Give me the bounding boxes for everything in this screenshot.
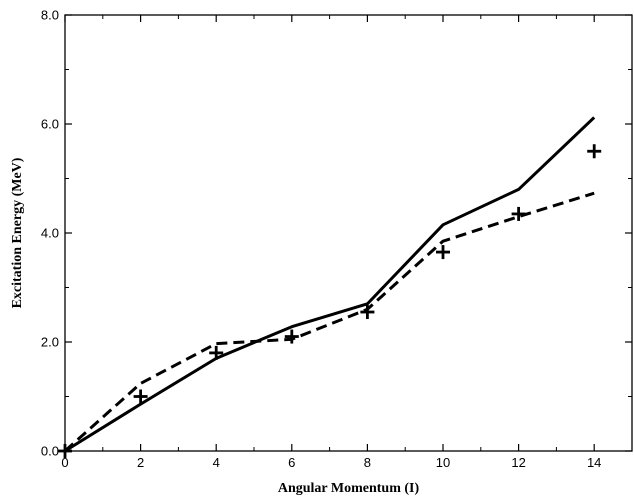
data-point-marker xyxy=(511,206,526,221)
x-axis-title: Angular Momentum (I) xyxy=(278,481,420,496)
series-plus-markers xyxy=(58,144,602,458)
data-point-marker xyxy=(133,389,148,404)
x-tick-label: 12 xyxy=(511,455,525,470)
series-layer xyxy=(58,116,602,458)
x-axis: 0 2 4 6 8 10 12 14 xyxy=(61,15,633,470)
data-point-marker xyxy=(360,305,375,320)
x-tick-label: 0 xyxy=(61,455,68,470)
x-tick-label: 14 xyxy=(587,455,601,470)
y-axis: 0.0 2.0 4.0 6.0 8.0 xyxy=(41,8,632,459)
y-tick-label: 2.0 xyxy=(41,335,59,350)
data-point-marker xyxy=(587,144,602,159)
data-point-marker xyxy=(284,329,299,344)
data-point-marker xyxy=(436,245,450,260)
y-axis-title: Excitation Energy (MeV) xyxy=(10,157,25,308)
x-tick-label: 6 xyxy=(288,455,295,470)
y-tick-label: 8.0 xyxy=(41,8,59,23)
x-tick-label: 2 xyxy=(137,455,144,470)
y-tick-label: 6.0 xyxy=(41,117,59,132)
y-tick-label: 0.0 xyxy=(41,444,59,459)
series-line-dashed xyxy=(64,191,595,453)
x-tick-label: 8 xyxy=(364,455,371,470)
series-solid xyxy=(64,116,596,453)
y-tick-label: 4.0 xyxy=(41,226,59,241)
x-tick-label: 10 xyxy=(436,455,450,470)
data-point-marker xyxy=(209,345,224,360)
x-tick-label: 4 xyxy=(213,455,220,470)
series-line-solid xyxy=(64,116,596,453)
plot-border xyxy=(64,14,633,452)
data-point-marker xyxy=(58,444,72,458)
series-dashed xyxy=(64,191,595,453)
plot-frame xyxy=(64,14,633,452)
